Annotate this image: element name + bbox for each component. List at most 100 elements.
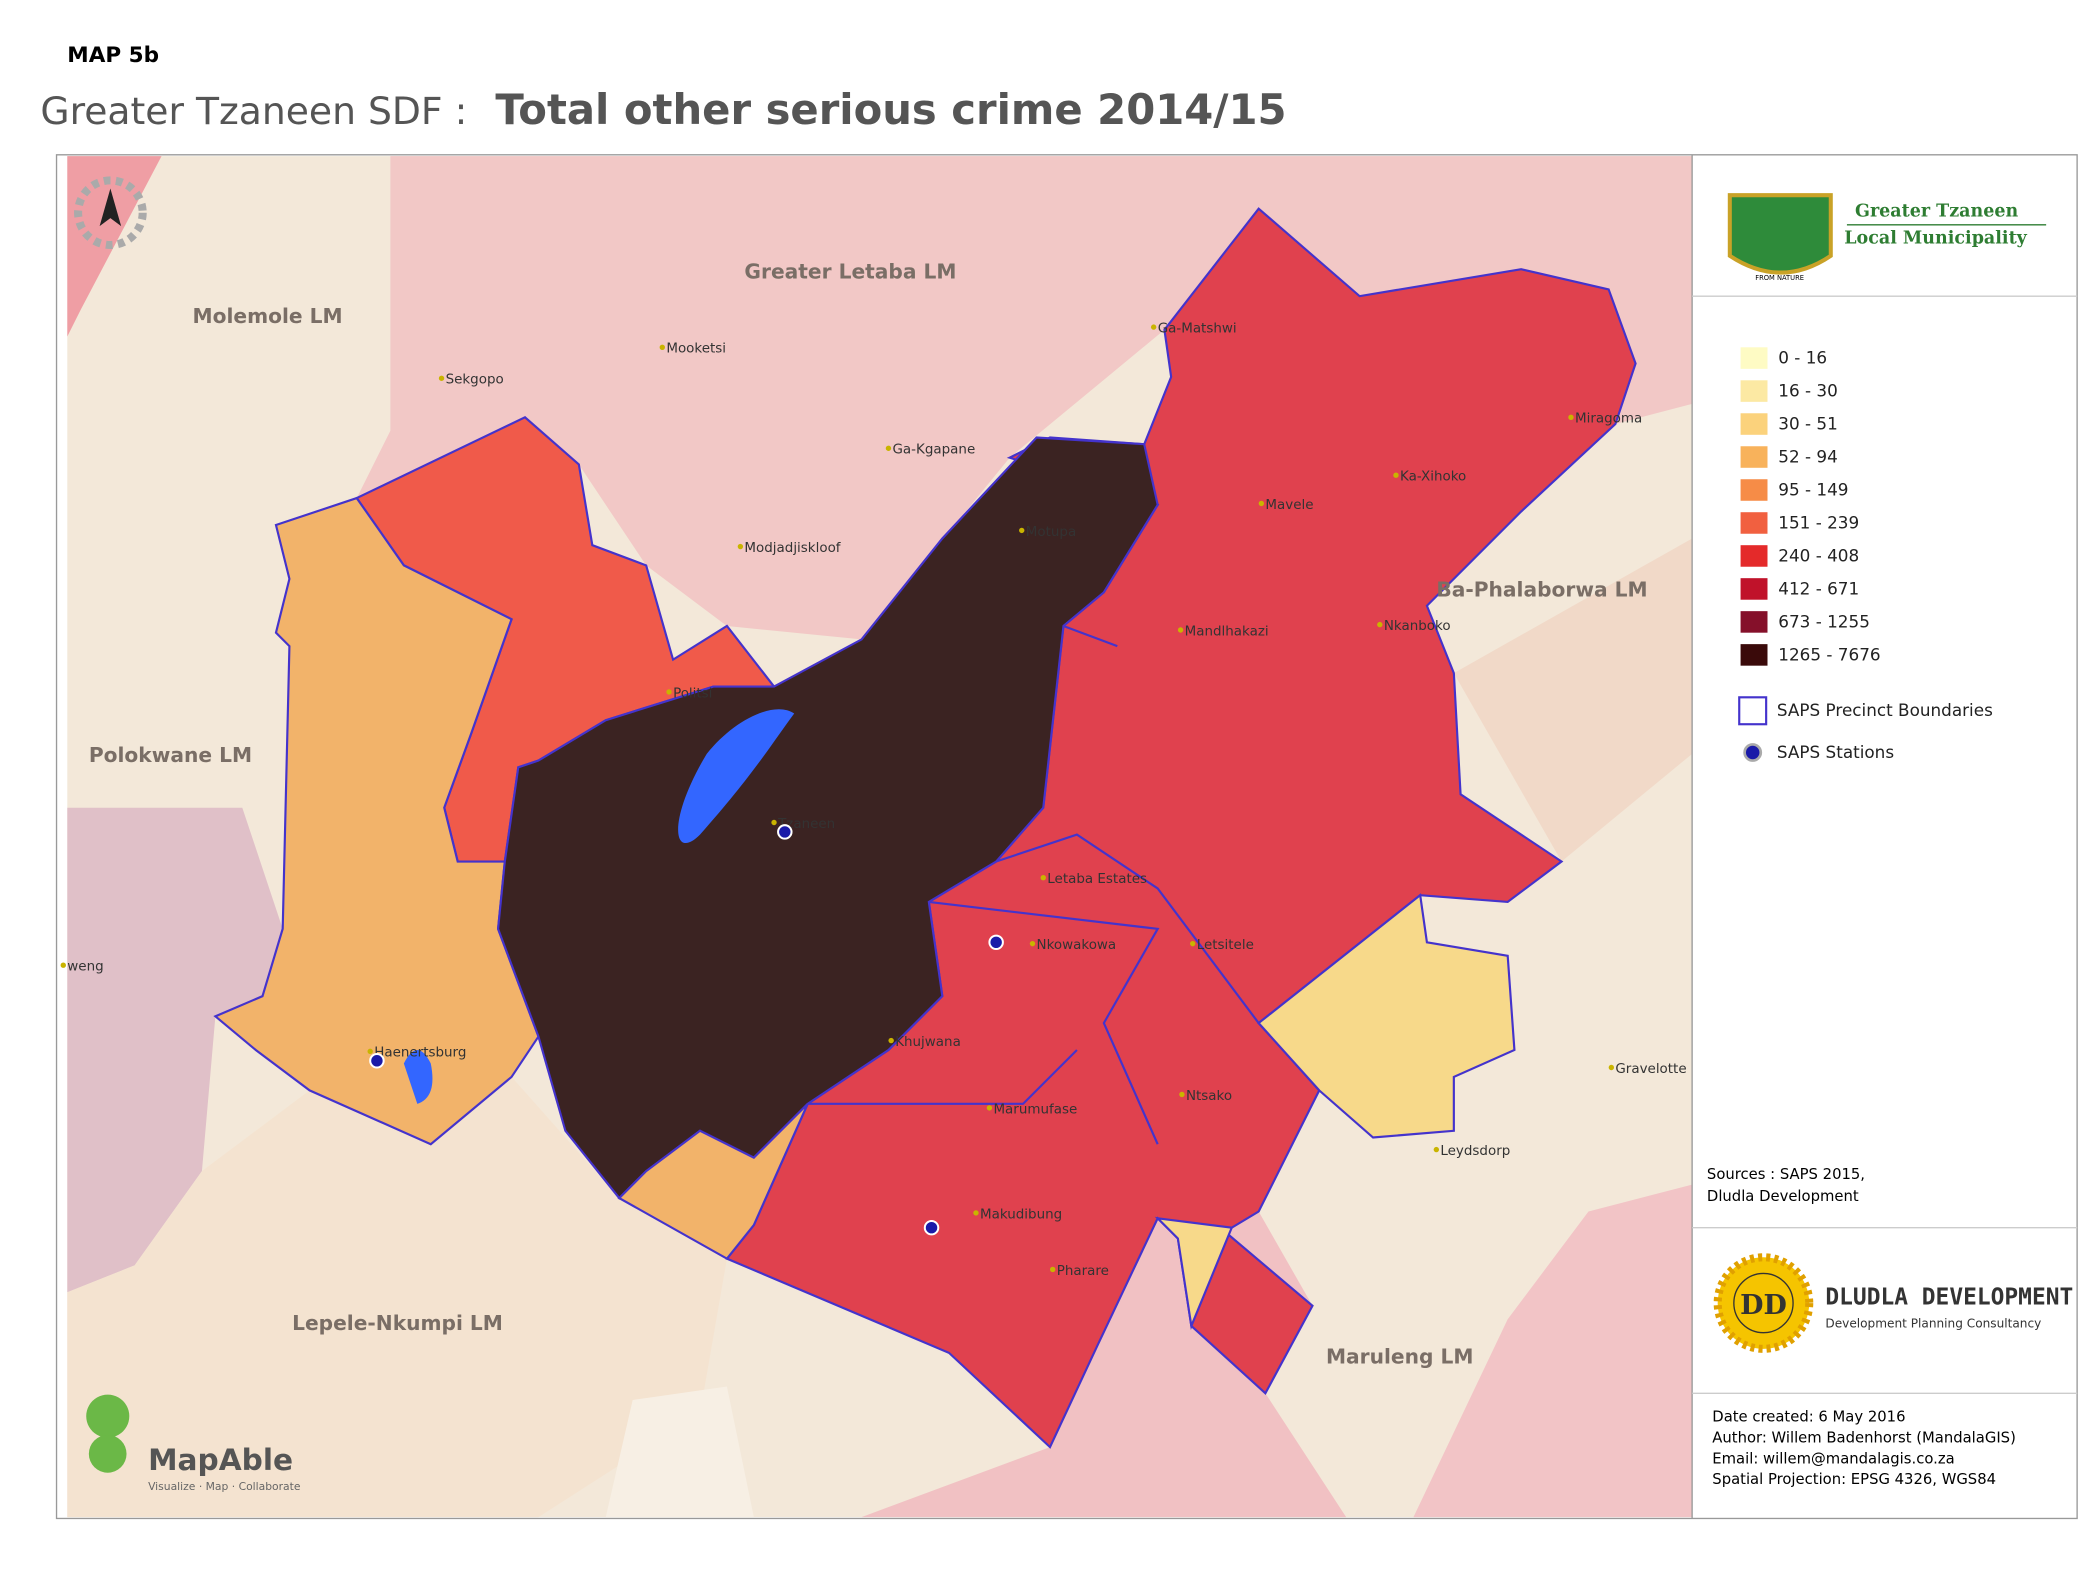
- side-panel: Greater Tzaneen Local Municipality FROM …: [1691, 154, 2078, 1519]
- place-dot: [888, 1037, 894, 1044]
- place-dot: [885, 445, 892, 451]
- place-label: Ga-Kgapane: [893, 443, 976, 458]
- place-dot: [1377, 621, 1383, 628]
- place-dot: [1029, 940, 1036, 947]
- mapable-tagline: Visualize · Map · Collaborate: [148, 1480, 301, 1493]
- place-label: Ka-Xihoko: [1400, 470, 1466, 485]
- region-label: Greater Letaba LM: [744, 260, 956, 284]
- place-dot: [60, 962, 66, 968]
- legend-label: 30 - 51: [1778, 413, 1838, 433]
- legend-swatch: [1740, 644, 1768, 666]
- region-label: Maruleng LM: [1326, 1345, 1473, 1369]
- mapable-name: MapAble: [148, 1443, 293, 1477]
- legend-label: 1265 - 7676: [1778, 644, 1880, 664]
- legend-swatch: [1740, 380, 1768, 402]
- title-main: Total other serious crime 2014/15: [495, 85, 1286, 134]
- legend-label: 151 - 239: [1778, 512, 1859, 532]
- place-label: Sekgopo: [446, 373, 504, 388]
- legend-label: 673 - 1255: [1778, 611, 1870, 631]
- place-label: Letaba Estates: [1047, 872, 1147, 887]
- title-prefix: Greater Tzaneen SDF :: [40, 89, 467, 133]
- place-dot: [1608, 1064, 1615, 1071]
- stations: [369, 824, 1004, 1236]
- place-label: Ga-Matshwi: [1158, 322, 1237, 337]
- place-dot: [1040, 875, 1046, 881]
- credit-line: Spatial Projection: EPSG 4326, WGS84: [1712, 1471, 1996, 1488]
- place-dot: [973, 1210, 979, 1216]
- legend-swatch: [1740, 347, 1768, 369]
- legend-swatch: [1740, 611, 1768, 633]
- place-label: Khujwana: [895, 1035, 961, 1050]
- place-dot: [1019, 527, 1025, 534]
- place-label: Miragoma: [1575, 412, 1642, 427]
- place-label: Mooketsi: [666, 342, 726, 357]
- place-dot: [438, 375, 445, 381]
- precinct-far-west: [213, 496, 540, 1146]
- logo-line2: Local Municipality: [1844, 229, 2027, 249]
- place-dot: [986, 1105, 993, 1111]
- legend-label: 0 - 16: [1778, 347, 1827, 367]
- region-label: Lepele-Nkumpi LM: [292, 1311, 503, 1335]
- place-dot: [771, 819, 777, 826]
- sources: Dludla Development: [1707, 1188, 1859, 1205]
- place-dot: [1179, 1091, 1185, 1098]
- place-dot: [1150, 324, 1157, 330]
- place-label: weng: [67, 960, 103, 975]
- precinct-south: [617, 1103, 809, 1261]
- north-arrow: [74, 176, 147, 250]
- legend-label: SAPS Precinct Boundaries: [1777, 700, 1993, 720]
- place-dot: [1568, 414, 1574, 420]
- legend-swatch: [1740, 479, 1768, 501]
- place-label: Makudibung: [980, 1207, 1062, 1222]
- place-dot: [1393, 472, 1399, 478]
- map-label: MAP 5b: [67, 43, 159, 68]
- place-label: Marumufase: [993, 1102, 1077, 1117]
- legend-swatch: [1740, 578, 1768, 600]
- place-label: Haenertsburg: [374, 1046, 466, 1061]
- mapable-logo: MapAble Visualize · Map · Collaborate: [86, 1394, 301, 1493]
- legend-swatch: [1743, 743, 1763, 762]
- dludla-name: DLUDLA DEVELOPMENT: [1825, 1284, 2073, 1310]
- region-label: Polokwane LM: [89, 743, 252, 767]
- legend-label: 95 - 149: [1778, 479, 1848, 499]
- credit-line: Date created: 6 May 2016: [1712, 1409, 1905, 1426]
- place-label: Mavele: [1265, 498, 1313, 513]
- place-label: Pharare: [1057, 1264, 1109, 1279]
- legend-label: 16 - 30: [1778, 380, 1838, 400]
- precinct-southeast: [1257, 893, 1516, 1139]
- legend-label: SAPS Stations: [1777, 742, 1894, 762]
- place-dot: [666, 689, 672, 695]
- place-label: Nkowakowa: [1037, 938, 1117, 953]
- dludla-tagline: Development Planning Consultancy: [1825, 1316, 2041, 1330]
- place-dot: [1050, 1266, 1056, 1273]
- logo-line1: Greater Tzaneen: [1855, 202, 2018, 222]
- place-label: Gravelotte: [1615, 1062, 1686, 1077]
- legend-label: 412 - 671: [1778, 578, 1859, 598]
- legend-swatch: [1740, 545, 1768, 567]
- legend-swatch: [1740, 446, 1768, 468]
- place-dot: [1190, 940, 1196, 947]
- place-label: Tzaneen: [777, 817, 835, 832]
- place-label: Motupa: [1026, 525, 1076, 540]
- place-dot: [1177, 627, 1184, 633]
- legend-swatch: [1740, 413, 1768, 435]
- place-label: Politsi: [673, 686, 712, 701]
- place-label: Letsitele: [1197, 938, 1254, 953]
- legend-swatch: [1740, 512, 1768, 534]
- sources: Sources : SAPS 2015,: [1707, 1166, 1865, 1183]
- place-dot: [737, 543, 744, 550]
- place-label: Modjadjiskloof: [744, 541, 840, 556]
- lake: [403, 1050, 433, 1104]
- precinct-small: [1154, 1216, 1234, 1330]
- logo-motto: FROM NATURE: [1755, 274, 1804, 282]
- legend-label: 240 - 408: [1778, 545, 1859, 565]
- legend-swatch: [1738, 696, 1768, 726]
- lake: [678, 709, 795, 844]
- region-label: Molemole LM: [193, 304, 343, 328]
- place-dot: [1258, 500, 1265, 507]
- place-label: Nkanboko: [1384, 619, 1451, 634]
- region-label: Ba-Phalaborwa LM: [1436, 577, 1647, 601]
- credit-line: Email: willem@mandalagis.co.za: [1712, 1450, 1954, 1467]
- legend-label: 52 - 94: [1778, 446, 1838, 466]
